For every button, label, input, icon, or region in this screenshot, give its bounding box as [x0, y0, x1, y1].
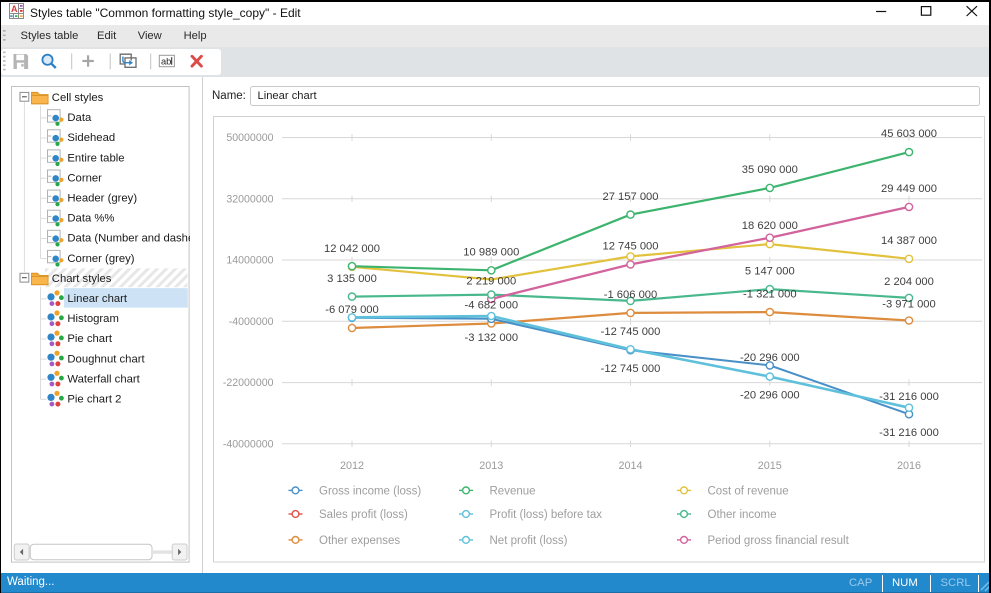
svg-text:-4 682 000: -4 682 000 [465, 299, 519, 311]
svg-text:5 147 000: 5 147 000 [745, 265, 795, 277]
svg-text:-22000000: -22000000 [223, 377, 274, 389]
svg-text:-1 606 000: -1 606 000 [604, 289, 658, 301]
svg-text:Cell styles: Cell styles [51, 92, 103, 104]
svg-text:2012: 2012 [340, 460, 364, 472]
svg-text:-20 296 000: -20 296 000 [740, 389, 800, 401]
svg-text:18 620 000: 18 620 000 [742, 220, 798, 232]
svg-text:12 745 000: 12 745 000 [603, 241, 659, 253]
svg-text:Data (Number and dashes): Data (Number and dashes) [67, 232, 190, 244]
svg-text:Corner (grey): Corner (grey) [67, 252, 134, 264]
svg-text:2013: 2013 [479, 460, 503, 472]
svg-text:Sidehead: Sidehead [67, 132, 115, 144]
svg-text:-1 321 000: -1 321 000 [743, 288, 797, 300]
svg-text:27 157 000: 27 157 000 [603, 191, 659, 203]
svg-text:12 042 000: 12 042 000 [324, 243, 380, 255]
svg-text:10 989 000: 10 989 000 [463, 246, 519, 258]
svg-text:A: A [11, 3, 18, 13]
svg-text:Histogram: Histogram [67, 313, 118, 325]
svg-text:-3 971 000: -3 971 000 [882, 298, 936, 310]
svg-text:-3 132 000: -3 132 000 [465, 332, 519, 344]
svg-text:Net profit (loss): Net profit (loss) [490, 535, 568, 547]
svg-text:2 219 000: 2 219 000 [466, 276, 516, 288]
svg-text:2014: 2014 [618, 460, 642, 472]
svg-text:14000000: 14000000 [226, 255, 273, 267]
svg-text:Linear chart: Linear chart [67, 293, 128, 305]
svg-text:-12 745 000: -12 745 000 [601, 326, 661, 338]
svg-text:2 204 000: 2 204 000 [884, 276, 934, 288]
svg-text:Gross income (loss): Gross income (loss) [319, 486, 421, 498]
svg-text:Chart styles: Chart styles [51, 272, 111, 284]
svg-text:Data %%: Data %% [67, 212, 114, 224]
svg-text:14 387 000: 14 387 000 [881, 235, 937, 247]
svg-text:2015: 2015 [758, 460, 782, 472]
svg-text:Profit (loss) before tax: Profit (loss) before tax [490, 509, 603, 521]
svg-text:-40000000: -40000000 [223, 438, 274, 450]
svg-text:-20 296 000: -20 296 000 [740, 352, 800, 364]
svg-text:Corner: Corner [67, 172, 102, 184]
svg-text:Other income: Other income [708, 509, 777, 521]
svg-text:Cost of revenue: Cost of revenue [708, 486, 789, 498]
svg-text:Sales profit (loss): Sales profit (loss) [319, 509, 408, 521]
svg-text:-4000000: -4000000 [229, 316, 274, 328]
svg-text:3 135 000: 3 135 000 [327, 273, 377, 285]
svg-text:Pie chart 2: Pie chart 2 [67, 393, 121, 405]
svg-text:2016: 2016 [897, 460, 921, 472]
svg-text:Period gross financial result: Period gross financial result [708, 535, 850, 547]
svg-text:-12 745 000: -12 745 000 [601, 363, 661, 375]
svg-text:32000000: 32000000 [226, 193, 273, 205]
svg-text:-31 216 000: -31 216 000 [879, 427, 939, 439]
svg-text:Other expenses: Other expenses [319, 535, 400, 547]
svg-text:35 090 000: 35 090 000 [742, 164, 798, 176]
svg-text:ab: ab [161, 56, 171, 66]
svg-text:29 449 000: 29 449 000 [881, 183, 937, 195]
svg-text:Pie chart: Pie chart [67, 333, 112, 345]
svg-text:Waterfall chart: Waterfall chart [67, 373, 140, 385]
svg-text:Data: Data [67, 112, 92, 124]
svg-text:Header (grey): Header (grey) [67, 192, 137, 204]
svg-text:45 603 000: 45 603 000 [881, 128, 937, 140]
svg-text:Revenue: Revenue [490, 486, 536, 498]
svg-text:-6 079 000: -6 079 000 [325, 304, 379, 316]
svg-text:Doughnut chart: Doughnut chart [67, 353, 145, 365]
svg-text:-31 216 000: -31 216 000 [879, 391, 939, 403]
svg-text:50000000: 50000000 [226, 132, 273, 144]
svg-text:Entire table: Entire table [67, 152, 124, 164]
